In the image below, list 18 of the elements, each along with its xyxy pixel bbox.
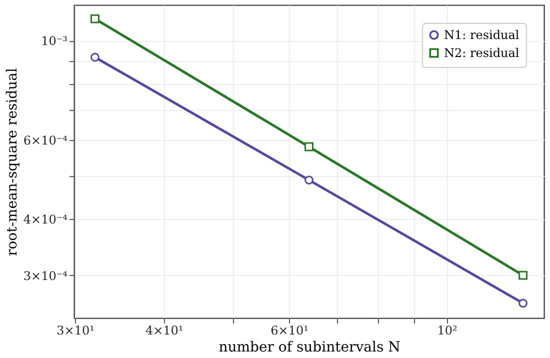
point	[304, 142, 314, 152]
point	[90, 14, 100, 24]
y-tick-label: 6×10⁻⁴	[23, 134, 68, 148]
legend-label: N1: residual	[444, 28, 520, 42]
point	[304, 176, 314, 184]
y-tick-label: 4×10⁻⁴	[23, 212, 68, 227]
y-tick-label: 3×10⁻⁴	[23, 268, 68, 283]
legend-label: N2: residual	[444, 46, 520, 60]
x-tick-label: 6×10¹	[270, 324, 308, 338]
x-axis-title: number of subintervals N	[218, 340, 400, 356]
x-tick-label: 10²	[437, 324, 458, 338]
x-tick-label: 3×10¹	[56, 324, 94, 338]
y-tick-label: 10⁻³	[41, 34, 68, 48]
point	[90, 52, 100, 62]
y-axis-title: root-mean-square residual	[4, 68, 20, 256]
point	[518, 270, 528, 280]
x-tick-label: 4×10¹	[145, 324, 184, 338]
point	[518, 298, 528, 308]
